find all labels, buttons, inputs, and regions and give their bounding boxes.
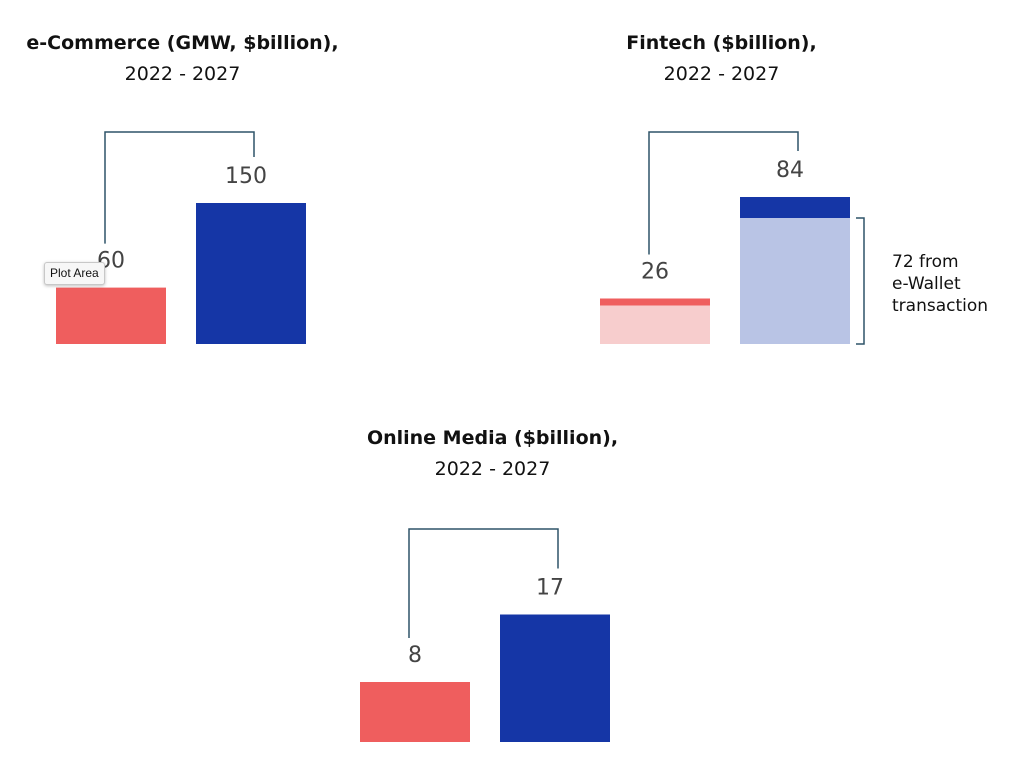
online-media-bar-2022[interactable] — [360, 682, 470, 742]
ecommerce-connector — [104, 131, 255, 244]
fintech-bar-2027[interactable] — [740, 197, 850, 218]
fintech-title: Fintech ($billion), 2022 - 2027 — [549, 28, 894, 90]
online-media-label-2022: 8 — [408, 643, 422, 668]
online-media-bar-2027[interactable] — [500, 614, 610, 743]
ecommerce-bar-2022[interactable] — [56, 287, 166, 344]
ecommerce-title-main: e-Commerce (GMW, $billion), — [26, 32, 339, 54]
ecommerce-title: e-Commerce (GMW, $billion), 2022 - 2027 — [10, 28, 355, 90]
fintech-label-2027: 84 — [776, 158, 804, 183]
fintech-connector — [648, 131, 799, 255]
online-media-title-sub: 2022 - 2027 — [434, 458, 551, 480]
fintech-bar-2027-light[interactable] — [740, 218, 850, 344]
fintech-bar-2022[interactable] — [600, 298, 710, 306]
online-media-title: Online Media ($billion), 2022 - 2027 — [320, 423, 665, 485]
ecommerce-bar-2027[interactable] — [196, 203, 306, 344]
ecommerce-title-sub: 2022 - 2027 — [124, 63, 241, 85]
fintech-title-sub: 2022 - 2027 — [663, 63, 780, 85]
fintech-annotation-bracket — [856, 217, 865, 345]
ecommerce-label-2027: 150 — [225, 164, 267, 189]
online-media-label-2027: 17 — [536, 576, 564, 601]
plot-area-tooltip: Plot Area — [44, 262, 105, 285]
fintech-title-main: Fintech ($billion), — [626, 32, 817, 54]
fintech-annotation: 72 from e-Wallet transaction — [892, 252, 989, 316]
fintech-label-2022: 26 — [641, 260, 669, 285]
online-media-title-main: Online Media ($billion), — [366, 427, 619, 449]
fintech-bar-2022-light[interactable] — [600, 305, 710, 345]
online-media-connector — [408, 528, 559, 638]
